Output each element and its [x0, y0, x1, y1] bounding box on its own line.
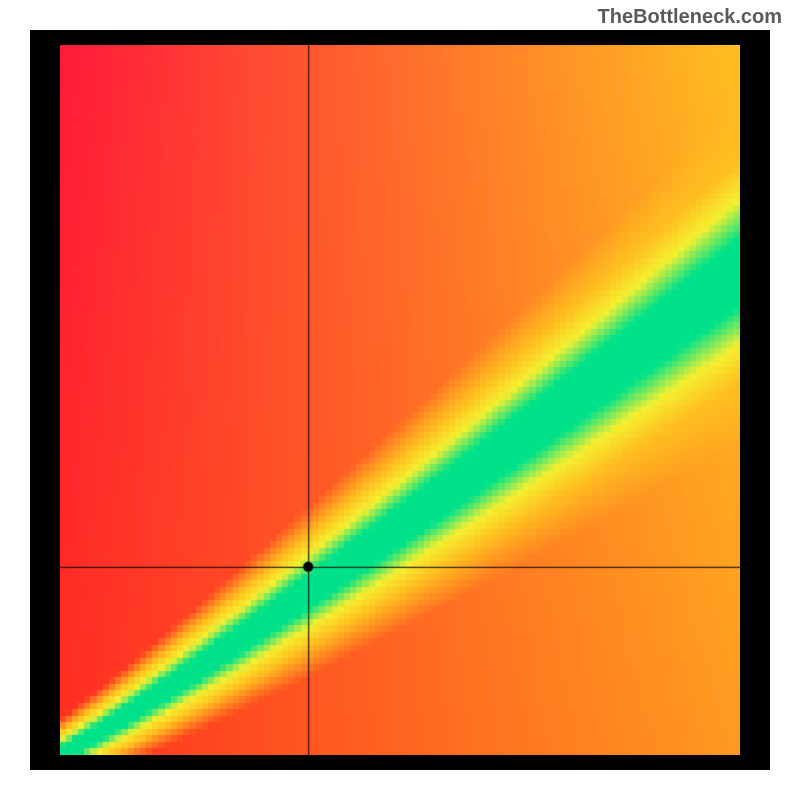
watermark-text: TheBottleneck.com	[598, 6, 782, 29]
heatmap-canvas	[60, 45, 740, 755]
chart-frame	[30, 30, 770, 770]
chart-container: TheBottleneck.com	[0, 0, 800, 800]
